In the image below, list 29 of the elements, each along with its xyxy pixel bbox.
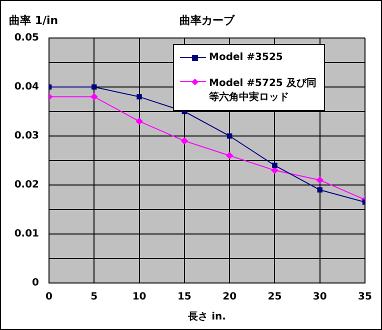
point	[316, 176, 324, 184]
chart-title: 曲率カーブ	[180, 13, 234, 28]
x-tick-label: 0	[46, 292, 53, 303]
point	[136, 94, 142, 100]
y-tick-label: 0.02	[14, 180, 40, 191]
y-tick-label: 0.04	[14, 82, 40, 93]
x-axis-title: 長さ in.	[187, 310, 226, 323]
point	[317, 187, 322, 193]
y-tick-label: 0.01	[14, 228, 40, 240]
point	[90, 93, 98, 100]
x-tick-label: 5	[90, 292, 98, 303]
y-axis-title: 曲率 1/in	[9, 13, 58, 28]
x-tick-label: 15	[177, 292, 192, 303]
x-tick-label: 25	[268, 292, 282, 303]
y-tick-label: 0.03	[14, 130, 40, 142]
point	[226, 133, 232, 139]
y-tick-label: 0.05	[14, 32, 40, 44]
point	[272, 162, 278, 168]
y-tick-label: 0	[32, 278, 40, 289]
legend-label: Model #5725 及び同等六角中実ロッド	[209, 77, 318, 104]
legend-label: Model #3525	[209, 52, 283, 63]
x-tick-label: 30	[312, 292, 327, 303]
point	[226, 152, 234, 160]
point	[180, 137, 188, 144]
x-tick-label: 20	[222, 292, 237, 303]
point	[136, 118, 143, 125]
point	[92, 84, 97, 90]
x-tick-label: 35	[358, 292, 372, 303]
x-tick-label: 10	[132, 292, 146, 303]
